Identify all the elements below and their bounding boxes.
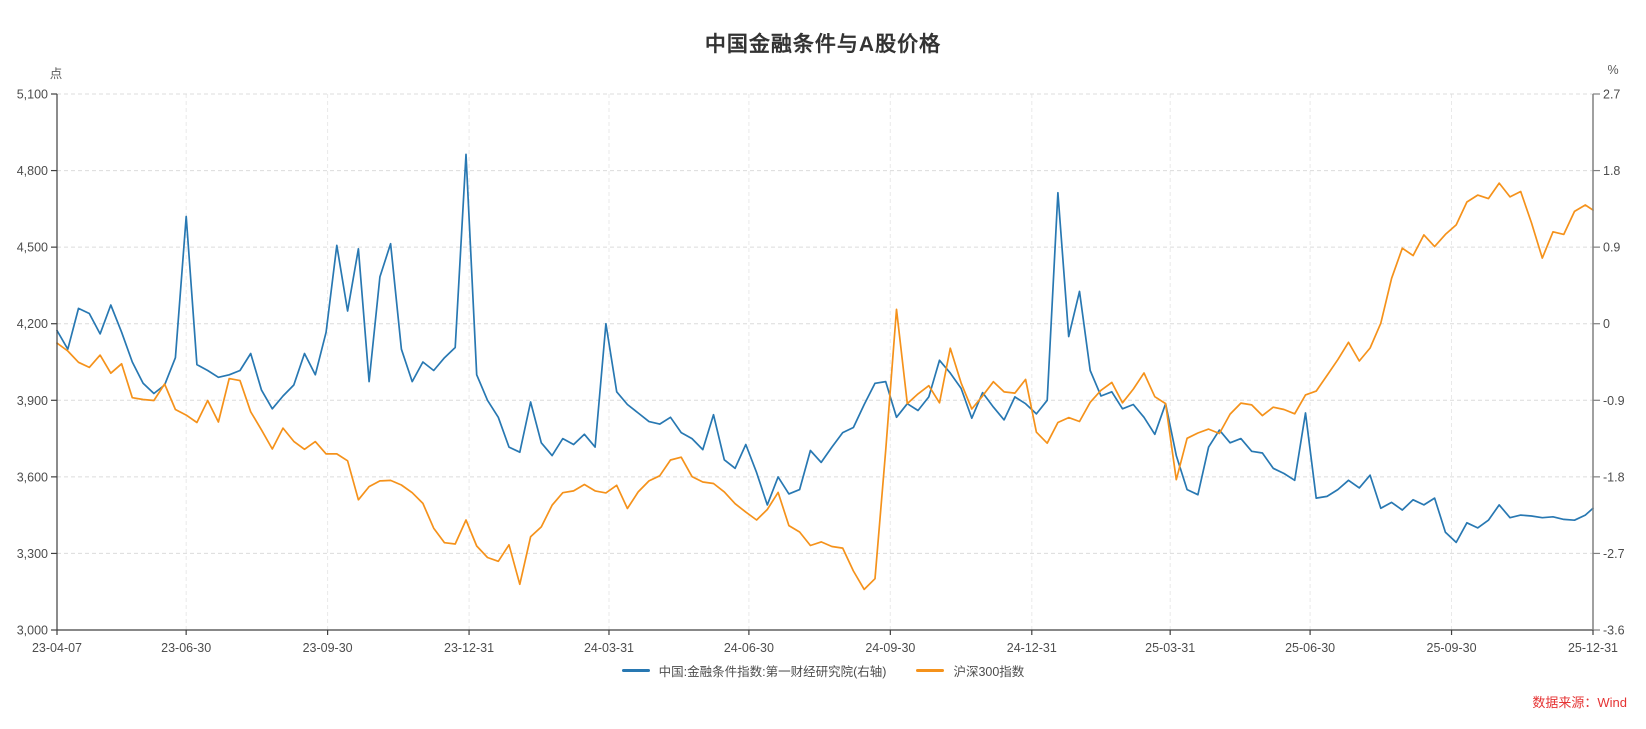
x-axis-tick-label: 23-12-31 bbox=[444, 641, 494, 655]
legend: 中国:金融条件指数:第一财经研究院(右轴) 沪深300指数 bbox=[0, 661, 1646, 680]
x-axis-tick-label: 24-06-30 bbox=[724, 641, 774, 655]
right-axis-tick-label: -2.7 bbox=[1603, 547, 1625, 561]
left-axis-tick-label: 3,300 bbox=[17, 547, 48, 561]
right-axis-tick-label: 1.8 bbox=[1603, 164, 1620, 178]
right-axis-tick-label: -1.8 bbox=[1603, 470, 1625, 484]
x-axis-tick-label: 23-04-07 bbox=[32, 641, 82, 655]
data-source-label: 数据来源：Wind bbox=[1532, 695, 1627, 710]
left-axis-unit: 点 bbox=[49, 67, 63, 81]
x-axis-tick-label: 24-09-30 bbox=[865, 641, 915, 655]
fci-line-swatch bbox=[621, 668, 650, 673]
right-axis-tick-label: 2.7 bbox=[1603, 88, 1620, 102]
x-axis-tick-label: 23-09-30 bbox=[303, 641, 353, 655]
legend-item-fci[interactable]: 中国:金融条件指数:第一财经研究院(右轴) bbox=[621, 661, 887, 680]
x-axis-tick-label: 25-03-31 bbox=[1145, 641, 1195, 655]
chart-title: 中国金融条件与A股价格 bbox=[704, 33, 942, 56]
x-axis-tick-label: 23-06-30 bbox=[161, 641, 211, 655]
right-axis-tick-label: 0 bbox=[1603, 317, 1610, 331]
legend-item-csi300[interactable]: 沪深300指数 bbox=[916, 661, 1024, 680]
left-axis-tick-label: 3,900 bbox=[17, 394, 48, 408]
left-axis-tick-label: 4,200 bbox=[17, 317, 48, 331]
left-axis-tick-label: 4,800 bbox=[17, 164, 48, 178]
x-axis-tick-label: 24-12-31 bbox=[1007, 641, 1057, 655]
x-axis-tick-label: 25-12-31 bbox=[1568, 641, 1618, 655]
right-axis-tick-label: -0.9 bbox=[1603, 394, 1625, 408]
left-axis-tick-label: 4,500 bbox=[17, 241, 48, 255]
right-axis-unit: % bbox=[1607, 63, 1619, 77]
legend-label-csi300: 沪深300指数 bbox=[953, 665, 1025, 679]
x-axis-tick-label: 25-06-30 bbox=[1285, 641, 1335, 655]
left-axis-tick-label: 3,000 bbox=[17, 624, 48, 638]
csi300-line bbox=[56, 182, 1594, 591]
x-axis-tick-label: 24-03-31 bbox=[584, 641, 634, 655]
left-axis-tick-label: 3,600 bbox=[17, 470, 48, 484]
left-axis-tick-label: 5,100 bbox=[17, 88, 48, 102]
csi300-line-swatch bbox=[916, 668, 945, 673]
x-axis-tick-label: 25-09-30 bbox=[1427, 641, 1477, 655]
right-axis-tick-label: 0.9 bbox=[1603, 241, 1620, 255]
legend-label-fci: 中国:金融条件指数:第一财经研究院(右轴) bbox=[658, 665, 887, 679]
right-axis-tick-label: -3.6 bbox=[1603, 624, 1625, 638]
fci-line bbox=[56, 153, 1594, 544]
